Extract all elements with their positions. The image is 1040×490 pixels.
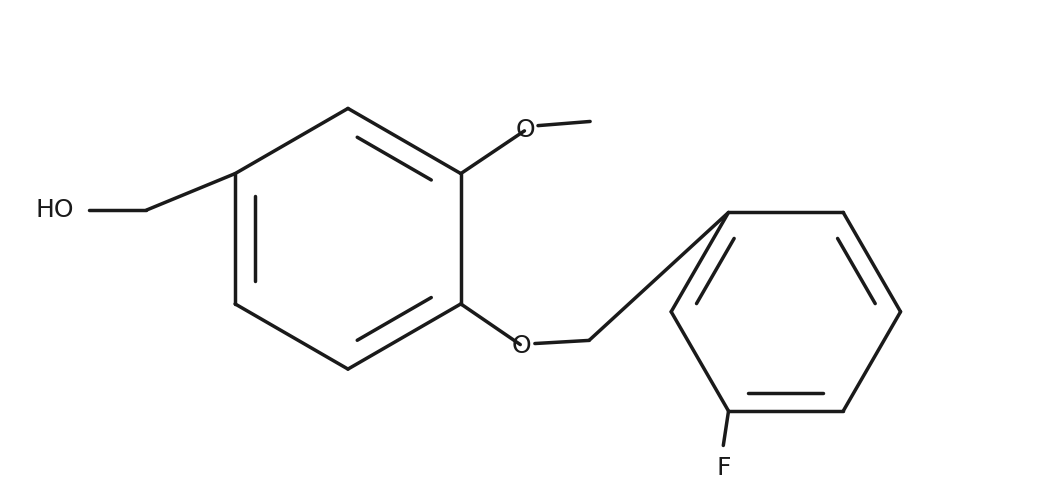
Text: O: O [516,118,536,142]
Text: HO: HO [35,198,74,222]
Text: O: O [512,334,531,358]
Text: F: F [717,456,730,480]
